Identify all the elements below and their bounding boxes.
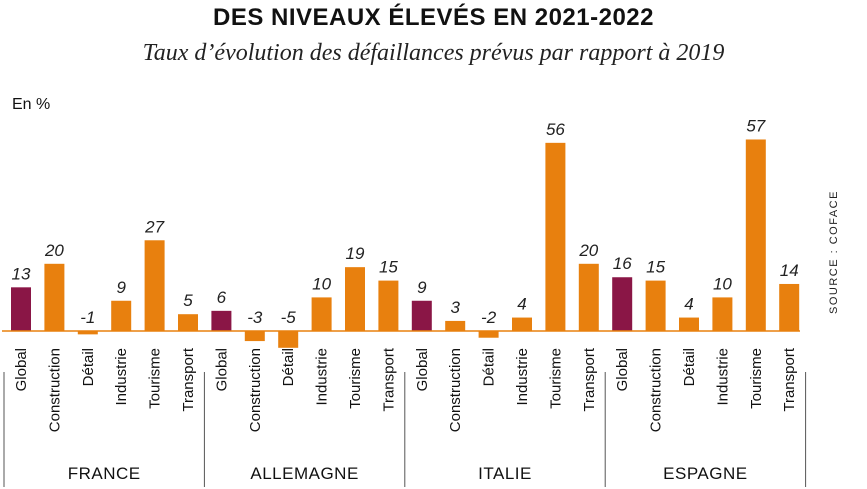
value-label-france-transport: 5 (183, 291, 193, 310)
bar-espagne-construction (645, 280, 666, 331)
category-label-france-detail: Détail (80, 348, 97, 386)
bar-allemagne-industrie (311, 297, 332, 331)
value-label-espagne-construction: 15 (646, 258, 665, 277)
bar-france-transport (178, 314, 198, 331)
category-label-france-global: Global (13, 348, 30, 391)
chart-title: DES NIVEAUX ÉLEVÉS EN 2021-2022 (212, 4, 655, 31)
value-label-italie-tourisme: 56 (546, 120, 565, 139)
category-label-allemagne-construction: Construction (247, 348, 264, 432)
value-label-espagne-tourisme: 57 (746, 116, 765, 135)
category-label-italie-industrie: Industrie (514, 348, 531, 406)
value-label-espagne-transport: 14 (780, 261, 799, 280)
value-label-italie-detail: -2 (481, 308, 497, 327)
value-label-espagne-detail: 4 (684, 295, 693, 314)
bar-espagne-transport (779, 283, 800, 331)
chart-subtitle: Taux d’évolution des défaillances prévus… (142, 40, 725, 66)
value-label-france-construction: 20 (44, 241, 64, 260)
value-label-italie-construction: 3 (450, 298, 460, 317)
category-label-espagne-global: Global (614, 348, 631, 391)
category-label-italie-transport: Transport (581, 347, 598, 411)
bar-france-tourisme (144, 240, 165, 331)
value-label-allemagne-construction: -3 (247, 308, 263, 327)
value-label-france-global: 13 (12, 264, 31, 283)
bar-espagne-detail (679, 317, 699, 331)
value-label-espagne-global: 16 (613, 254, 632, 273)
group-label-espagne: ESPAGNE (663, 464, 747, 483)
bar-espagne-global (612, 277, 633, 331)
category-label-allemagne-transport: Transport (380, 347, 397, 411)
bar-italie-global (411, 300, 432, 331)
bar-espagne-tourisme (745, 139, 766, 331)
bar-france-detail (77, 331, 98, 335)
category-label-italie-tourisme: Tourisme (547, 348, 564, 409)
bar-italie-detail (478, 331, 499, 338)
bar-allemagne-transport (378, 280, 399, 331)
category-label-italie-detail: Détail (481, 348, 498, 386)
category-label-allemagne-global: Global (213, 348, 230, 391)
value-label-france-industrie: 9 (116, 278, 126, 297)
group-label-france: FRANCE (68, 464, 141, 483)
category-label-france-construction: Construction (46, 348, 63, 432)
value-label-italie-global: 9 (417, 278, 427, 297)
unit-label: En % (12, 96, 51, 113)
value-label-allemagne-global: 6 (217, 288, 227, 307)
bar-allemagne-construction (244, 331, 265, 342)
category-label-espagne-tourisme: Tourisme (748, 348, 765, 409)
category-label-allemagne-detail: Détail (280, 348, 297, 386)
category-label-allemagne-industrie: Industrie (314, 348, 331, 406)
bar-italie-construction (445, 320, 466, 331)
value-label-allemagne-industrie: 10 (312, 274, 331, 293)
value-label-allemagne-transport: 15 (379, 258, 398, 277)
bar-france-construction (44, 263, 65, 331)
group-label-allemagne: ALLEMAGNE (250, 464, 358, 483)
category-label-espagne-transport: Transport (781, 347, 798, 411)
bar-allemagne-tourisme (345, 267, 365, 331)
group-label-italie: ITALIE (478, 464, 532, 483)
bar-france-industrie (111, 300, 132, 331)
category-label-italie-construction: Construction (447, 348, 464, 432)
bar-italie-tourisme (545, 142, 566, 331)
category-label-france-industrie: Industrie (113, 348, 130, 406)
bar-espagne-industrie (712, 297, 733, 331)
category-label-espagne-industrie: Industrie (714, 348, 731, 406)
category-label-france-tourisme: Tourisme (147, 348, 164, 409)
category-label-espagne-construction: Construction (648, 348, 665, 432)
value-label-france-tourisme: 27 (144, 217, 164, 236)
category-label-italie-global: Global (414, 348, 431, 391)
bar-france-global (11, 287, 31, 331)
value-label-italie-industrie: 4 (517, 295, 526, 314)
category-label-france-transport: Transport (180, 347, 197, 411)
value-label-allemagne-detail: -5 (281, 308, 297, 327)
bar-allemagne-global (211, 310, 232, 331)
category-label-espagne-detail: Détail (681, 348, 698, 386)
value-label-france-detail: -1 (80, 308, 95, 327)
bar-italie-transport (578, 263, 599, 331)
bar-allemagne-detail (278, 331, 299, 348)
bar-italie-industrie (512, 317, 532, 331)
value-label-espagne-industrie: 10 (713, 274, 732, 293)
value-label-allemagne-tourisme: 19 (346, 244, 365, 263)
category-label-allemagne-tourisme: Tourisme (347, 348, 364, 409)
value-label-italie-transport: 20 (578, 241, 598, 260)
